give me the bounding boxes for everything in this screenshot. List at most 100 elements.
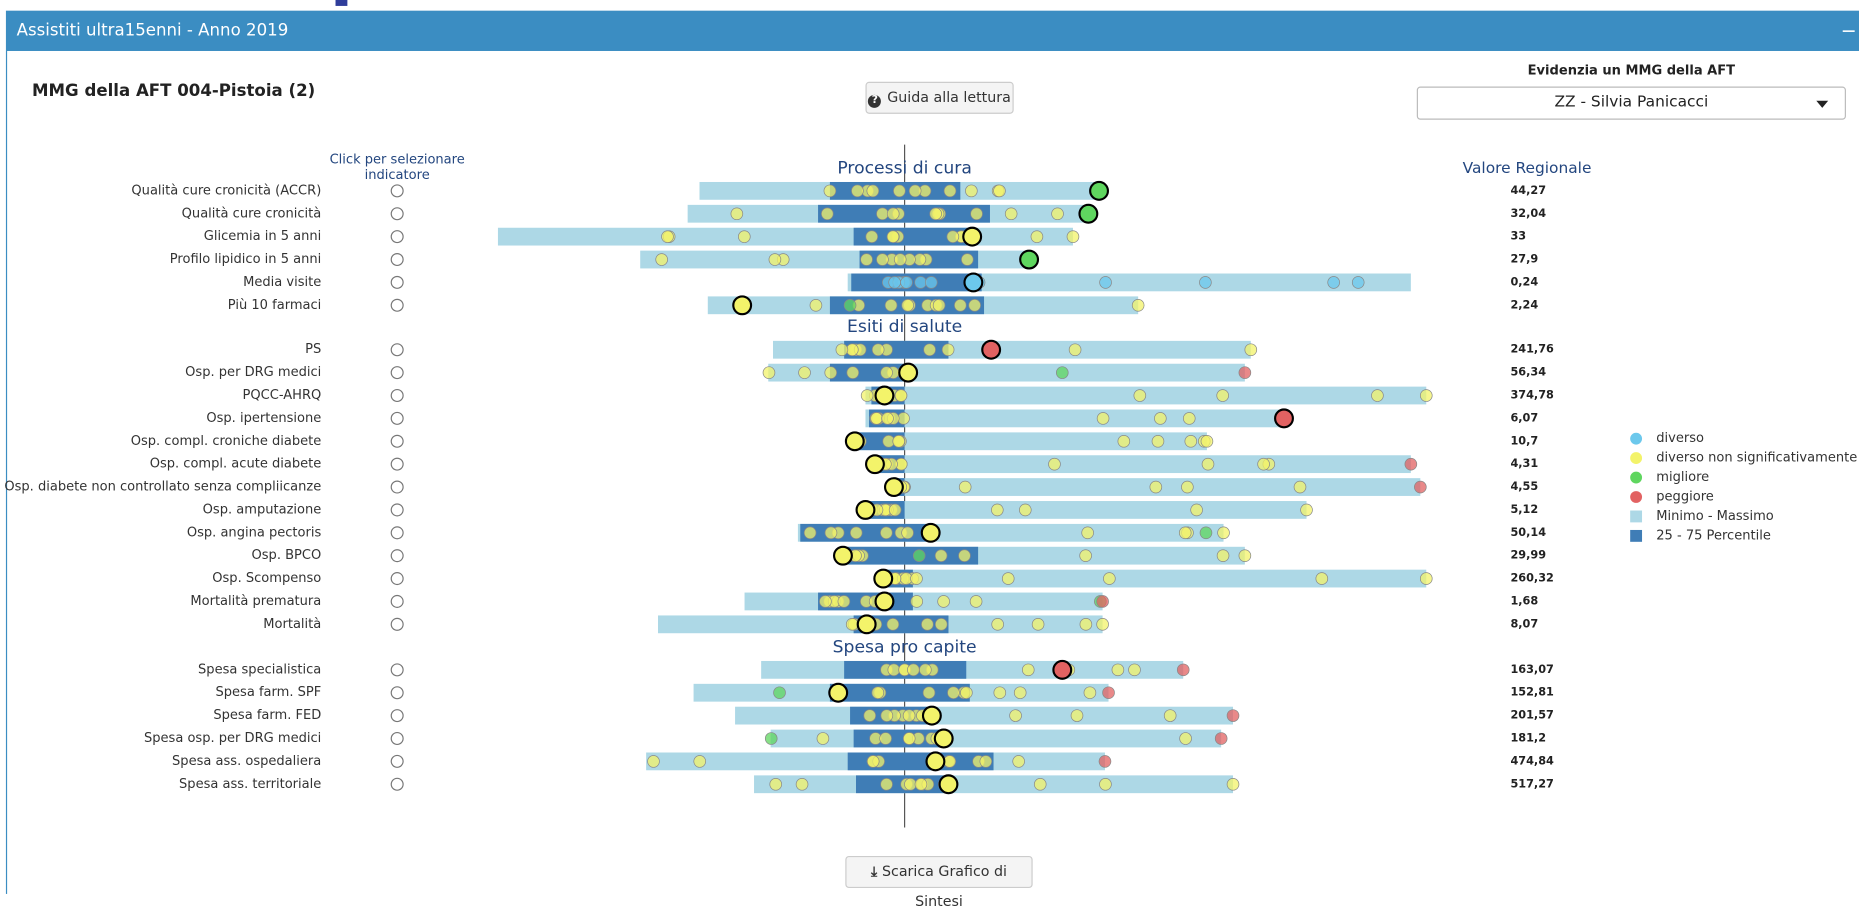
range-bar <box>853 432 1207 451</box>
dot <box>809 299 823 312</box>
row-label: Media visite <box>243 275 321 290</box>
legend-swatch <box>1630 510 1643 523</box>
dot <box>958 549 971 562</box>
dot <box>876 253 889 266</box>
row-radio[interactable] <box>390 366 404 380</box>
dot <box>1117 434 1131 448</box>
highlight-dot <box>732 295 753 316</box>
dot <box>860 253 873 266</box>
download-button[interactable]: ⤓ Scarica Grafico di Sintesi <box>845 855 1033 909</box>
collapse-button[interactable]: − <box>1840 18 1857 42</box>
dot <box>914 777 928 791</box>
dot <box>824 526 838 540</box>
dot <box>824 366 838 379</box>
iqr-bar <box>847 752 994 771</box>
range-bar <box>865 501 1307 519</box>
row-radio[interactable] <box>390 207 404 221</box>
dot <box>1103 572 1116 585</box>
dot <box>960 686 973 700</box>
row-label: Spesa ass. ospedaliera <box>172 754 321 769</box>
row-radio[interactable] <box>390 572 404 586</box>
legend-label: diverso <box>1656 431 1704 446</box>
dot <box>871 343 885 357</box>
row-label: Spesa ass. territoriale <box>179 777 321 792</box>
dot <box>1151 434 1165 448</box>
row-radio[interactable] <box>390 388 404 403</box>
dot <box>661 230 674 243</box>
row-radio[interactable] <box>390 526 404 540</box>
row-radio[interactable] <box>390 777 404 791</box>
dot <box>887 663 901 677</box>
row-radio[interactable] <box>390 253 404 267</box>
row-radio[interactable] <box>390 503 404 517</box>
regional-value: 1,68 <box>1510 594 1538 607</box>
row-radio[interactable] <box>390 184 404 198</box>
regional-value: 152,81 <box>1510 686 1554 699</box>
dot <box>1163 709 1177 722</box>
dot <box>835 343 849 357</box>
dot <box>886 207 900 221</box>
highlight-dot <box>933 728 954 749</box>
regional-value: 374,78 <box>1510 389 1554 402</box>
highlight-dot <box>938 774 959 795</box>
range-bar <box>744 592 1103 611</box>
guide-button[interactable]: ? Guida alla lettura <box>865 81 1014 114</box>
dot <box>968 299 981 312</box>
highlight-dot <box>1052 659 1073 680</box>
dot <box>919 663 932 677</box>
highlight-dot <box>981 339 1002 360</box>
dot <box>819 595 832 608</box>
dot <box>901 526 914 540</box>
row-radio[interactable] <box>390 230 404 244</box>
highlight-dot <box>898 362 919 383</box>
dot <box>886 230 900 243</box>
row-label: Spesa farm. SPF <box>215 685 321 700</box>
range-bar <box>883 569 1427 588</box>
legend-swatch <box>1630 432 1643 445</box>
row-radio[interactable] <box>390 709 404 723</box>
dot <box>773 686 786 700</box>
row-radio[interactable] <box>390 731 404 746</box>
row-label: Glicemia in 5 anni <box>204 229 322 244</box>
dot <box>1244 343 1258 357</box>
row-label: PS <box>305 342 321 357</box>
dot <box>1001 572 1015 585</box>
row-radio[interactable] <box>390 275 404 289</box>
row-label: Qualità cure cronicità (ACCR) <box>131 183 321 198</box>
highlight-dot <box>1078 203 1099 224</box>
row-radio[interactable] <box>390 754 404 768</box>
row-radio[interactable] <box>390 686 404 700</box>
dot <box>1214 732 1228 745</box>
row-radio[interactable] <box>390 457 404 471</box>
selector-label: Evidenzia un MMG della AFT <box>1527 62 1736 79</box>
dot <box>866 755 880 768</box>
row-radio[interactable] <box>390 343 404 357</box>
selector[interactable]: ZZ - Silvia Panicacci <box>1416 86 1846 120</box>
dot <box>1181 480 1194 494</box>
row-radio[interactable] <box>390 617 404 631</box>
dot <box>894 389 908 402</box>
dot <box>1351 276 1365 289</box>
row-radio[interactable] <box>390 663 404 677</box>
row-radio[interactable] <box>390 434 404 448</box>
dot <box>1315 572 1329 585</box>
legend-label: Minimo - Massimo <box>1656 509 1774 524</box>
dot <box>979 755 993 768</box>
dot <box>1226 777 1240 791</box>
dot <box>1051 207 1064 221</box>
dot <box>937 595 950 608</box>
dot <box>803 526 817 540</box>
dot <box>1226 709 1240 722</box>
row-radio[interactable] <box>390 594 404 608</box>
dot <box>851 184 864 198</box>
row-radio[interactable] <box>390 549 404 563</box>
row-label: Mortalità <box>263 617 321 632</box>
row-radio[interactable] <box>390 480 404 494</box>
legend-label: migliore <box>1656 470 1709 485</box>
highlight-dot <box>963 272 984 293</box>
row-label: Spesa osp. per DRG medici <box>144 731 321 746</box>
row-radio[interactable] <box>390 298 404 312</box>
dot <box>941 343 955 357</box>
highlight-dot <box>873 568 894 589</box>
row-radio[interactable] <box>390 411 404 425</box>
